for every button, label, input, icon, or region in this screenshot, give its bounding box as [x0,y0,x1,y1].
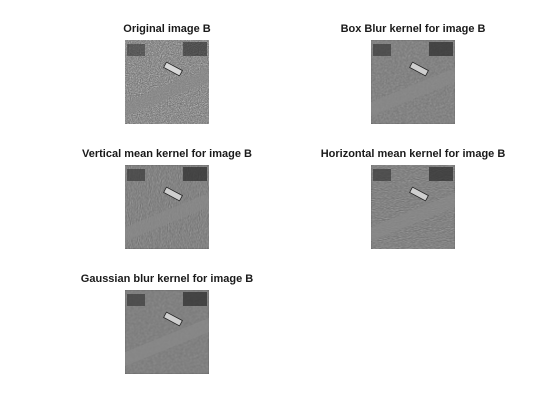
aerial-photo-horizontal-mean [371,165,455,249]
bus-shape [163,186,183,202]
aerial-photo-vertical-mean [125,165,209,249]
bus-shape [163,311,183,327]
panel-title: Vertical mean kernel for image B [82,148,252,160]
bus-shape [409,186,429,202]
panel-title: Horizontal mean kernel for image B [320,148,506,160]
aerial-photo-original [125,40,209,124]
panel-title: Original image B [123,23,211,35]
panel-gaussian-blur: Gaussian blur kernel for image B [67,273,267,383]
bus-shape [409,61,429,77]
bus-shape [163,61,183,77]
panel-title: Gaussian blur kernel for image B [80,273,254,285]
panel-vertical-mean: Vertical mean kernel for image B [67,148,267,258]
panel-horizontal-mean: Horizontal mean kernel for image B [313,148,513,258]
panel-box-blur: Box Blur kernel for image B [313,23,513,133]
aerial-photo-box-blur [371,40,455,124]
panel-original: Original image B [67,23,267,133]
aerial-photo-gaussian-blur [125,290,209,374]
panel-title: Box Blur kernel for image B [340,23,486,35]
